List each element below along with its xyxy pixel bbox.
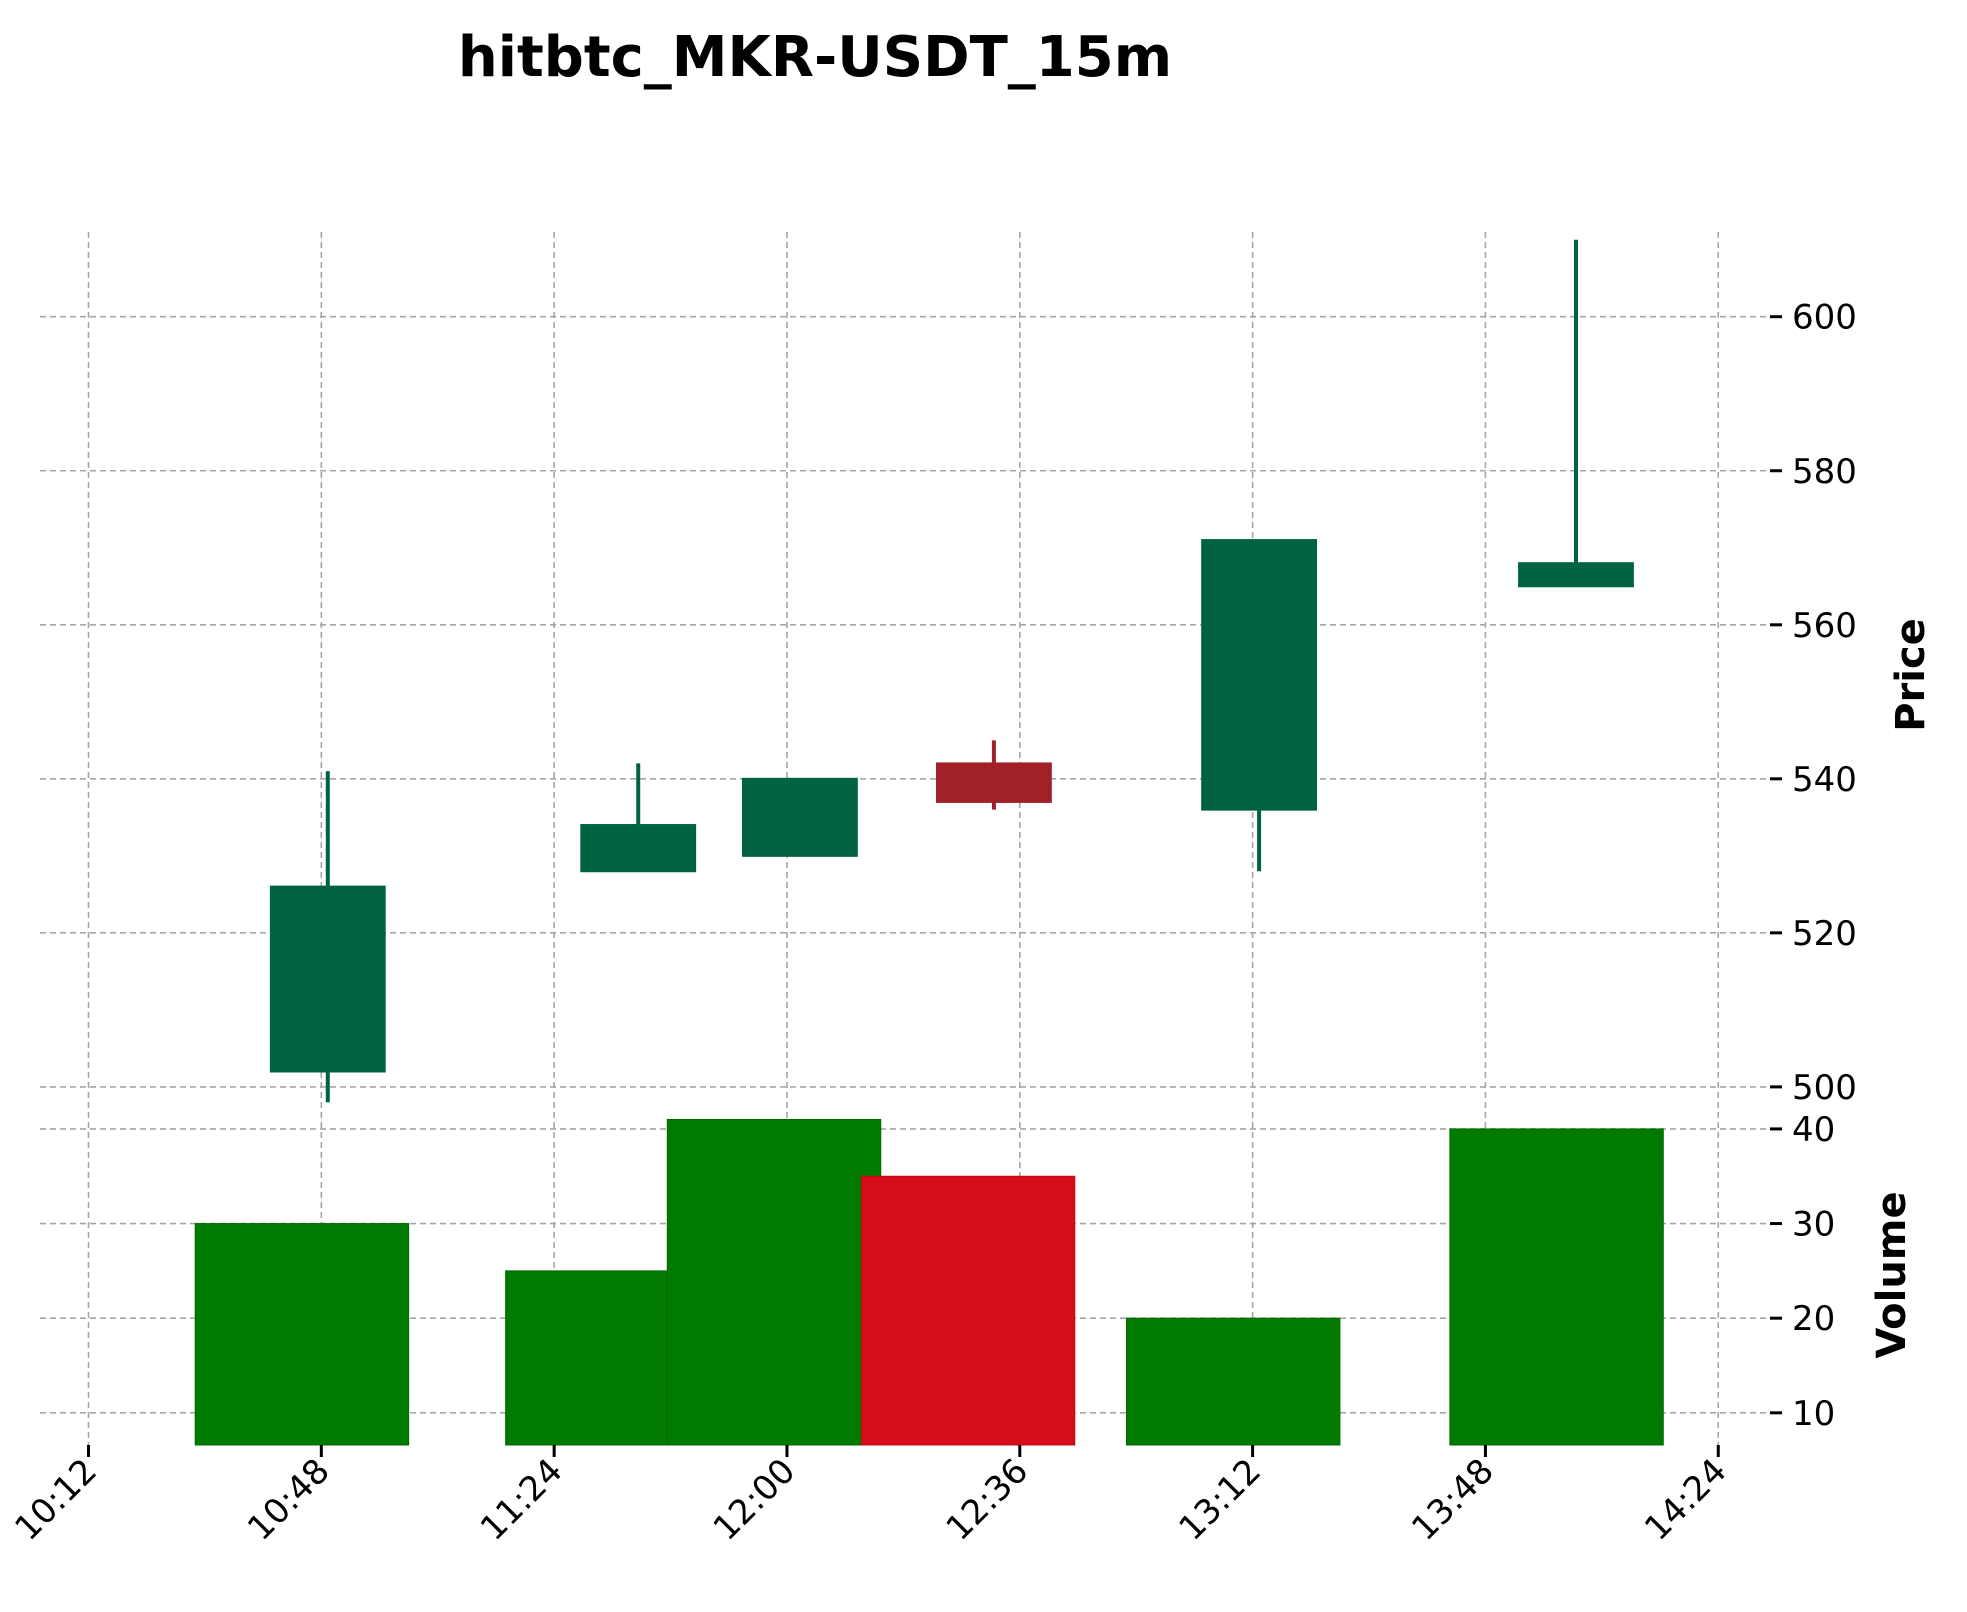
price-tick-label: 600 [1792, 298, 1857, 338]
price-candles [269, 239, 1634, 1103]
volume-axis-title: Volume [1869, 1191, 1915, 1358]
price-tick-label: 500 [1792, 1068, 1857, 1108]
volume-bar [505, 1270, 668, 1446]
x-tick-label: 10:12 [7, 1451, 105, 1549]
candle-body [936, 762, 1052, 803]
volume-tick-label: 30 [1792, 1205, 1835, 1245]
chart-title: hitbtc_MKR-USDT_15m [458, 25, 1172, 90]
candle-body [741, 777, 858, 857]
volume-bar [1449, 1128, 1664, 1446]
price-tick-label: 520 [1792, 914, 1857, 954]
candle-body [269, 885, 386, 1073]
volume-tick-label: 10 [1792, 1394, 1835, 1434]
volume-tick-label: 20 [1792, 1299, 1835, 1339]
x-tick-label: 12:00 [706, 1451, 804, 1549]
volume-bar [1126, 1317, 1341, 1446]
volume-tick-label: 40 [1792, 1110, 1835, 1150]
x-tick-label: 12:36 [939, 1451, 1037, 1549]
volume-bars [194, 1118, 1664, 1446]
price-tick-label: 580 [1792, 452, 1857, 492]
volume-bar [666, 1118, 882, 1446]
volume-bar [194, 1223, 410, 1446]
candle-body [1518, 562, 1634, 588]
x-tick-label: 14:24 [1637, 1451, 1735, 1549]
price-axis-title: Price [1888, 618, 1934, 732]
price-tick-label: 560 [1792, 606, 1857, 646]
x-tick-label: 10:48 [240, 1451, 338, 1549]
volume-bar [860, 1175, 1076, 1446]
price-tick-label: 540 [1792, 760, 1857, 800]
x-tick-label: 13:48 [1404, 1451, 1502, 1549]
candle-body [1201, 539, 1317, 811]
x-tick-label: 13:12 [1171, 1451, 1269, 1549]
candle-body [580, 824, 697, 873]
x-tick-label: 11:24 [473, 1451, 571, 1549]
